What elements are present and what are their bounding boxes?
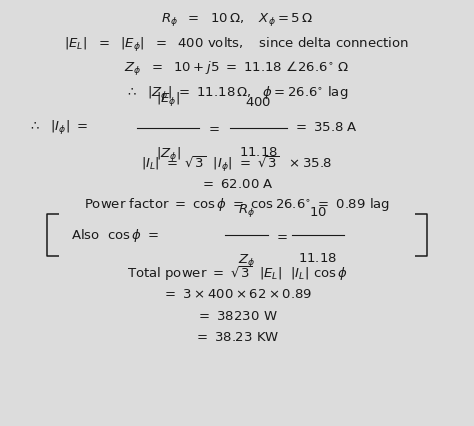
Text: $=\ 38.23\ \mathrm{KW}$: $=\ 38.23\ \mathrm{KW}$ (194, 331, 280, 344)
Text: $\therefore\ \ |Z_{\phi}|\ =\ 11.18\,\Omega,\ \ \phi=26.6^{\circ}\ \mathrm{lag}$: $\therefore\ \ |Z_{\phi}|\ =\ 11.18\,\Om… (125, 85, 349, 103)
Text: $\therefore\ \ |I_{\phi}|\ =\ $: $\therefore\ \ |I_{\phi}|\ =\ $ (28, 119, 89, 137)
Text: $=\ $: $=\ $ (206, 121, 220, 134)
Text: $\mathrm{Total\ power}\ =\ \sqrt{3}\ \ |E_L|\ \ |I_L|\ \cos\phi$: $\mathrm{Total\ power}\ =\ \sqrt{3}\ \ |… (127, 264, 347, 283)
Text: $11.18$: $11.18$ (239, 146, 278, 159)
Text: $|I_L|\ =\ \sqrt{3}\ \ |I_{\phi}|\ =\ \sqrt{3}\ \ \times 35.8$: $|I_L|\ =\ \sqrt{3}\ \ |I_{\phi}|\ =\ \s… (141, 154, 333, 174)
Text: $\mathrm{Power\ factor}\ =\ \cos\phi\ =\ \cos 26.6^{\circ}\ =\ 0.89\ \mathrm{lag: $\mathrm{Power\ factor}\ =\ \cos\phi\ =\… (84, 196, 390, 213)
Text: $|E_{\phi}|$: $|E_{\phi}|$ (156, 92, 180, 109)
Text: $R_{\phi}$: $R_{\phi}$ (238, 201, 255, 219)
Text: $=\ $: $=\ $ (274, 229, 288, 242)
Text: $10$: $10$ (309, 205, 327, 219)
Text: $=\ 62.00\ \mathrm{A}$: $=\ 62.00\ \mathrm{A}$ (200, 178, 274, 190)
Text: $R_{\phi}\ \ =\ \ 10\,\Omega,\quad X_{\phi}=5\,\Omega$: $R_{\phi}\ \ =\ \ 10\,\Omega,\quad X_{\p… (161, 11, 313, 28)
Text: $=\ 35.8\ \mathrm{A}$: $=\ 35.8\ \mathrm{A}$ (293, 121, 358, 134)
Text: $Z_{\phi}\ \ =\ \ 10+j5\ =\ 11.18\ \angle 26.6^{\circ}\ \Omega$: $Z_{\phi}\ \ =\ \ 10+j5\ =\ 11.18\ \angl… (124, 60, 350, 78)
Text: $Z_{\phi}$: $Z_{\phi}$ (238, 252, 255, 269)
Text: $\mathrm{Also}\ \ \cos\phi\ =\ $: $\mathrm{Also}\ \ \cos\phi\ =\ $ (71, 227, 159, 244)
Text: $|Z_{\phi}|$: $|Z_{\phi}|$ (156, 146, 181, 164)
Text: $400$: $400$ (245, 96, 272, 109)
Text: $11.18$: $11.18$ (298, 252, 337, 265)
Text: $|E_L|\ \ =\ \ |E_{\phi}|\ \ =\ \ 400\ \mathrm{volts},\quad \mathrm{since\ delta: $|E_L|\ \ =\ \ |E_{\phi}|\ \ =\ \ 400\ \… (64, 36, 410, 54)
Text: $=\ 3\times 400\times 62\times 0.89$: $=\ 3\times 400\times 62\times 0.89$ (162, 288, 312, 301)
Text: $=\ 38230\ \mathrm{W}$: $=\ 38230\ \mathrm{W}$ (196, 310, 278, 322)
